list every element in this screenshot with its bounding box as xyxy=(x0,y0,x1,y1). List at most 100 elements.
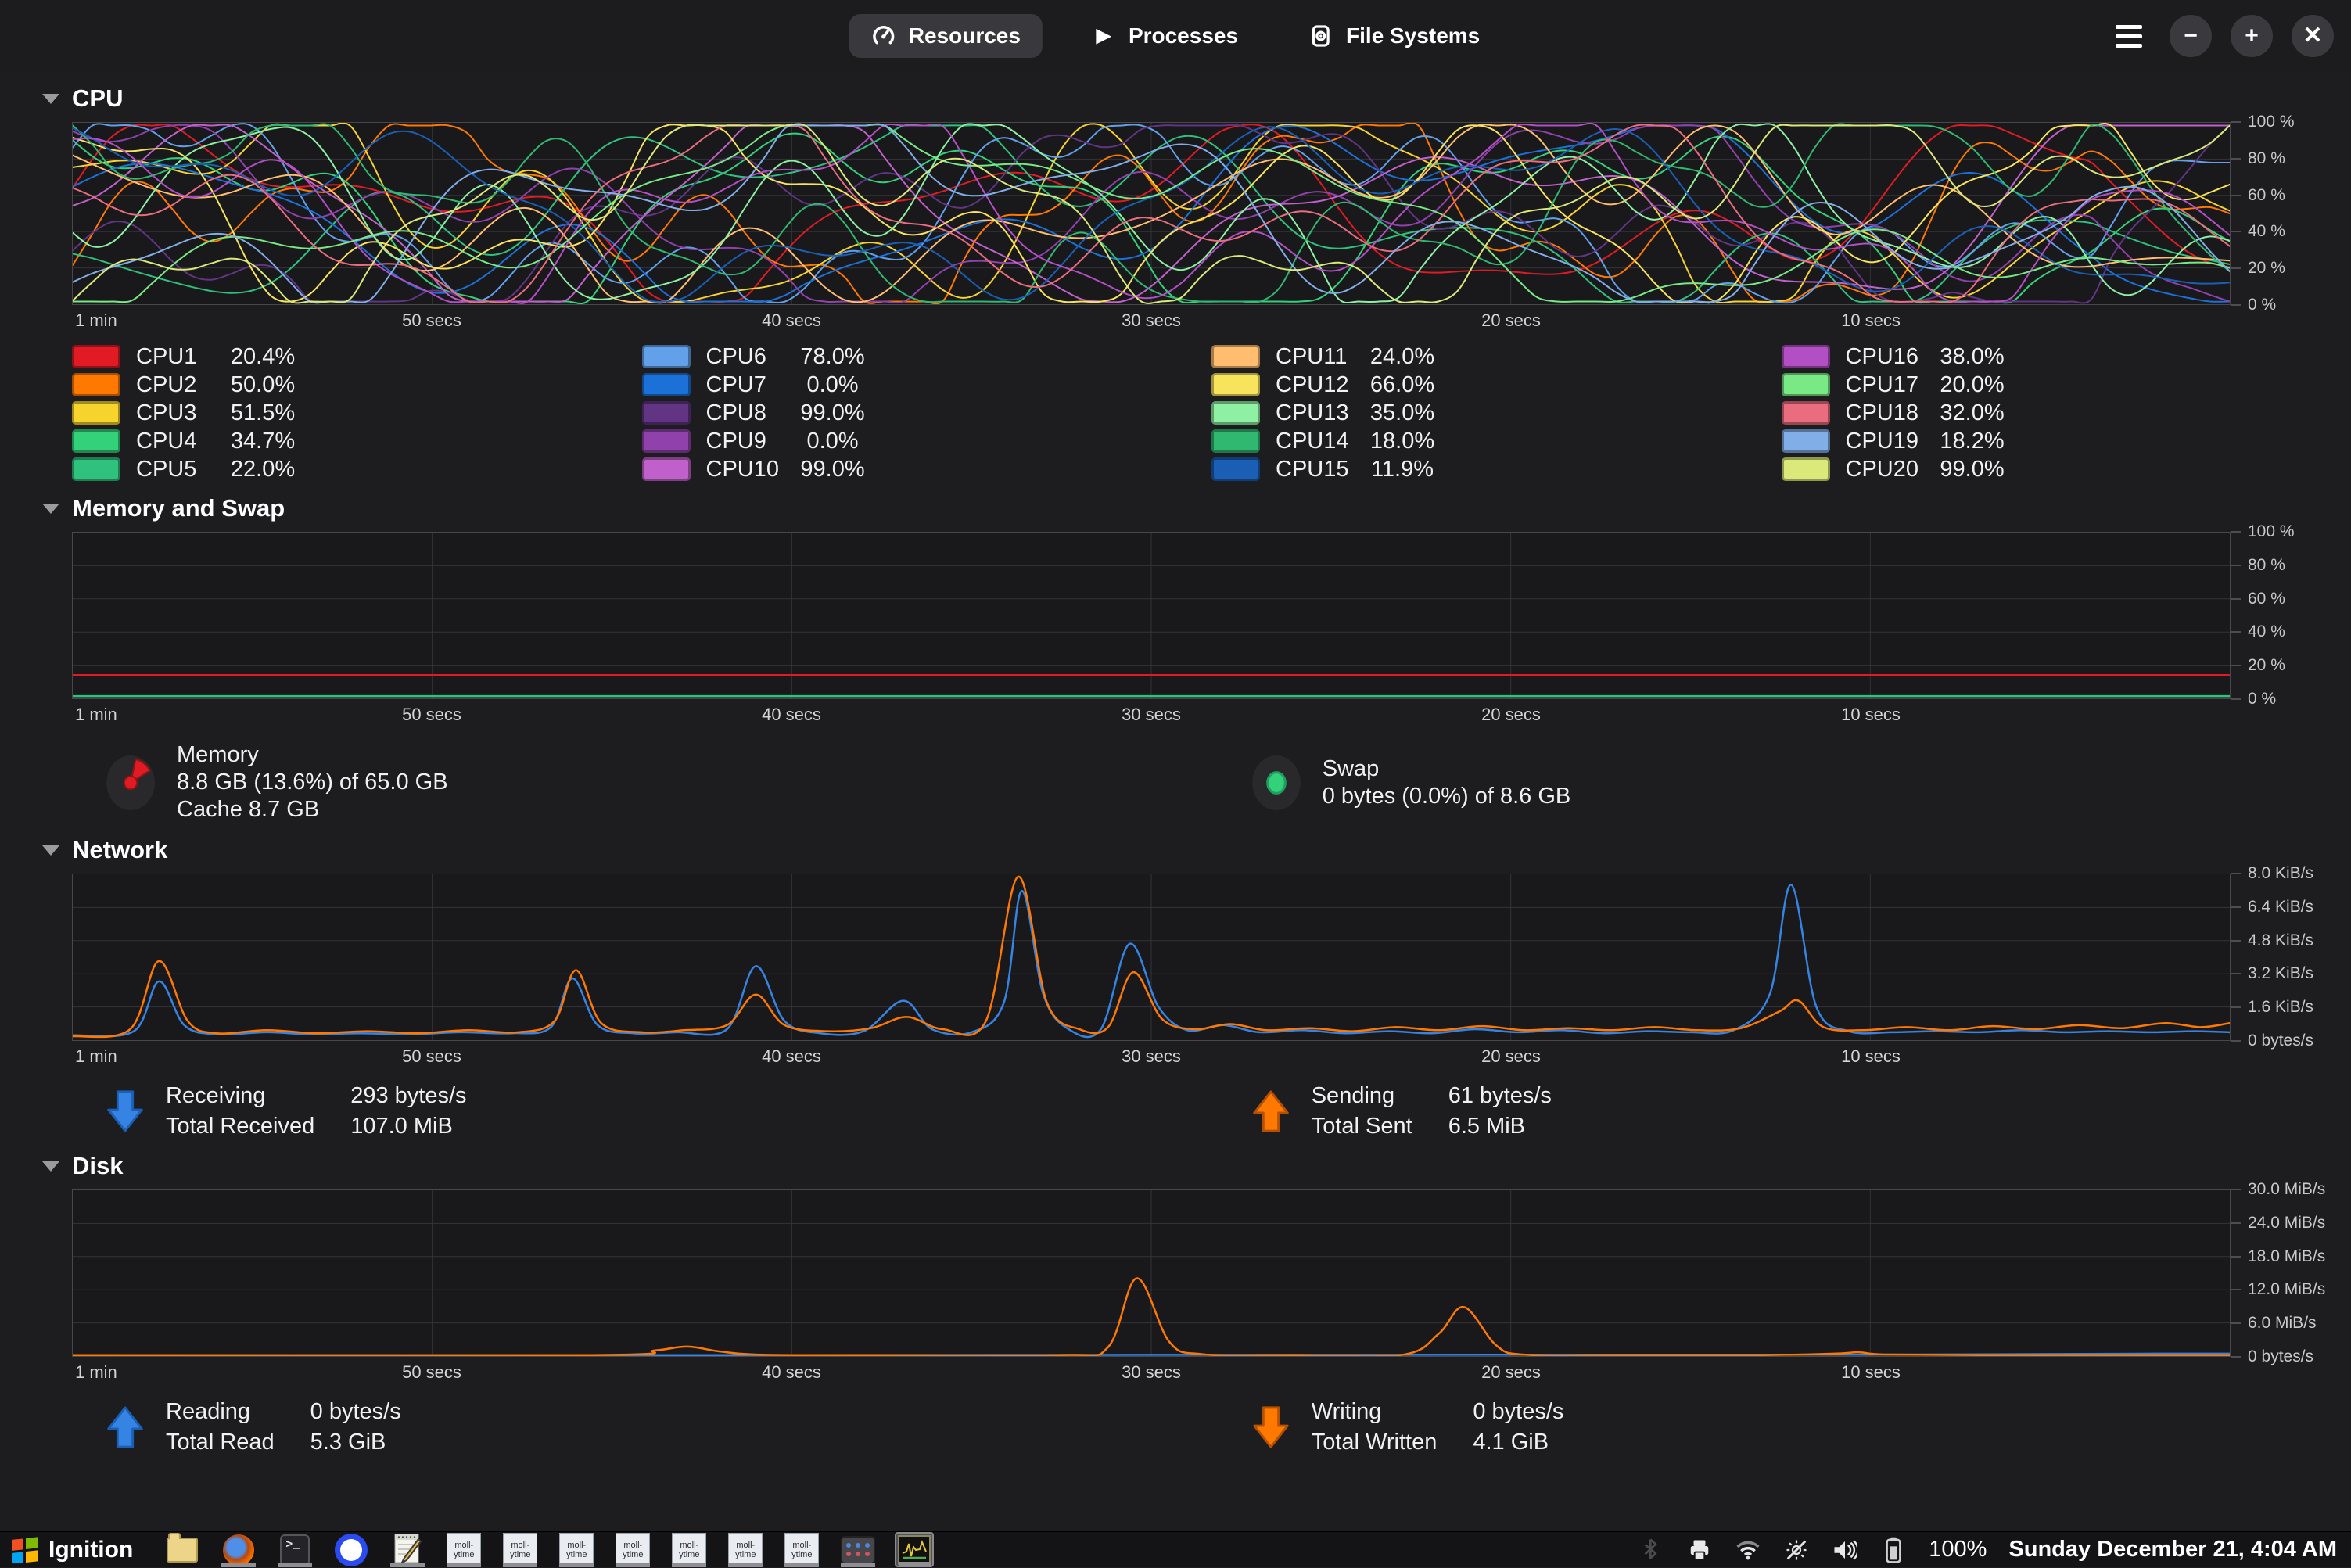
taskbar-signal-button[interactable] xyxy=(332,1532,371,1567)
time-axis-label: 1 min xyxy=(75,705,117,725)
cpu-usage-value: 35.0% xyxy=(1357,400,1448,426)
sending-label: Sending xyxy=(1312,1083,1412,1109)
tab-file-systems[interactable]: File Systems xyxy=(1287,14,1502,58)
time-axis-label: 30 secs xyxy=(1122,1362,1181,1383)
notepad-icon xyxy=(392,1531,423,1568)
taskbar-terminal-button[interactable]: >_ xyxy=(275,1532,314,1567)
taskbar-document-button[interactable]: moll-ytime xyxy=(557,1532,596,1567)
taskbar-clock[interactable]: Sunday December 21, 4:04 AM xyxy=(2008,1537,2337,1563)
cpu-color-swatch xyxy=(642,401,691,425)
cpu-usage-value: 22.0% xyxy=(217,457,308,483)
cpu-usage-value: 34.7% xyxy=(217,429,308,454)
cpu-color-swatch xyxy=(642,457,691,481)
bluetooth-button[interactable] xyxy=(1638,1537,1664,1563)
cpu-label: CPU19 xyxy=(1846,429,1927,454)
sending-stats: Sending 61 bytes/s Total Sent 6.5 MiB xyxy=(1251,1083,2351,1139)
taskbar-document-button[interactable]: moll-ytime xyxy=(782,1532,821,1567)
y-axis-label: 80 % xyxy=(2231,556,2285,575)
menu-button[interactable] xyxy=(2107,14,2151,58)
memory-collapse-chevron-icon[interactable] xyxy=(42,504,59,514)
wifi-button[interactable] xyxy=(1735,1537,1761,1563)
taskbar-document-button[interactable]: moll-ytime xyxy=(669,1532,709,1567)
cpu-label: CPU9 xyxy=(706,429,788,454)
cpu-usage-value: 18.2% xyxy=(1927,429,2018,454)
cpu-y-axis: 100 %80 %60 %40 %20 %0 % xyxy=(2231,122,2351,305)
time-axis-label: 40 secs xyxy=(762,310,821,331)
taskbar-document-button[interactable]: moll-ytime xyxy=(501,1532,540,1567)
firefox-icon xyxy=(223,1534,254,1566)
total-received-label: Total Received xyxy=(166,1114,314,1139)
taskbar-audio-device-button[interactable] xyxy=(838,1532,878,1567)
taskbar-document-button[interactable]: moll-ytime xyxy=(613,1532,652,1567)
close-icon: ✕ xyxy=(2303,24,2322,48)
start-logo-icon xyxy=(11,1537,39,1563)
total-read-value: 5.3 GiB xyxy=(310,1430,401,1455)
start-menu-button[interactable]: Ignition xyxy=(11,1532,133,1567)
y-axis-label: 0 bytes/s xyxy=(2231,1347,2313,1366)
cpu-usage-value: 32.0% xyxy=(1927,400,2018,426)
speaker-icon xyxy=(1832,1538,1857,1562)
taskbar-document-button[interactable]: moll-ytime xyxy=(726,1532,765,1567)
printer-button[interactable] xyxy=(1686,1537,1713,1563)
reading-up-arrow-icon xyxy=(105,1405,145,1450)
document-label-line: ytime xyxy=(454,1550,474,1559)
bluetooth-icon xyxy=(1641,1538,1661,1562)
taskbar-system-monitor-button[interactable] xyxy=(895,1532,934,1567)
total-sent-label: Total Sent xyxy=(1312,1114,1412,1139)
do-not-disturb-button[interactable] xyxy=(1783,1537,1810,1563)
battery-button[interactable] xyxy=(1880,1537,1907,1563)
memory-usage-chart xyxy=(72,532,2231,699)
writing-stats: Writing 0 bytes/s Total Written 4.1 GiB xyxy=(1251,1399,2351,1455)
start-menu-label: Ignition xyxy=(48,1537,133,1563)
tab-processes[interactable]: ▶ Processes xyxy=(1069,14,1260,58)
receiving-stats: Receiving 293 bytes/s Total Received 107… xyxy=(105,1083,1251,1139)
taskbar-firefox-button[interactable] xyxy=(219,1532,258,1567)
network-stats-row: Receiving 293 bytes/s Total Received 107… xyxy=(72,1083,2351,1139)
cpu-color-swatch xyxy=(1782,401,1830,425)
volume-button[interactable] xyxy=(1832,1537,1858,1563)
speedometer-icon xyxy=(871,23,896,48)
play-icon: ▶ xyxy=(1091,23,1116,48)
tab-resources[interactable]: Resources xyxy=(849,14,1043,58)
cpu-color-swatch xyxy=(72,373,120,396)
receiving-down-arrow-icon xyxy=(105,1089,145,1134)
audio-device-icon xyxy=(841,1536,875,1564)
minimize-icon: − xyxy=(2184,24,2198,48)
network-collapse-chevron-icon[interactable] xyxy=(42,845,59,856)
receiving-rate: 293 bytes/s xyxy=(350,1083,466,1109)
cpu-collapse-chevron-icon[interactable] xyxy=(42,94,59,104)
maximize-button[interactable]: + xyxy=(2231,15,2273,57)
cpu-color-swatch xyxy=(1782,345,1830,368)
cpu-usage-value: 0.0% xyxy=(788,372,878,398)
memory-section: Memory and Swap 100 %80 %60 %40 %20 %0 %… xyxy=(72,494,2351,823)
cpu-usage-value: 99.0% xyxy=(788,400,878,426)
disk-collapse-chevron-icon[interactable] xyxy=(42,1161,59,1172)
folder-icon xyxy=(167,1538,198,1563)
swap-gauge-icon xyxy=(1251,754,1302,812)
close-button[interactable]: ✕ xyxy=(2292,15,2334,57)
taskbar-file-manager-button[interactable] xyxy=(163,1532,202,1567)
taskbar-text-editor-button[interactable] xyxy=(388,1532,427,1567)
document-label-line: moll- xyxy=(454,1541,473,1550)
cpu-usage-value: 66.0% xyxy=(1357,372,1448,398)
tab-label: File Systems xyxy=(1346,23,1480,48)
minimize-button[interactable]: − xyxy=(2170,15,2212,57)
y-axis-label: 3.2 KiB/s xyxy=(2231,964,2313,983)
printer-icon xyxy=(1688,1538,1711,1562)
taskbar-document-button[interactable]: moll-ytime xyxy=(444,1532,483,1567)
time-axis-label: 1 min xyxy=(75,1362,117,1383)
cpu-usage-value: 20.0% xyxy=(1927,372,2018,398)
time-axis-label: 40 secs xyxy=(762,705,821,725)
document-label-line: moll- xyxy=(680,1541,698,1550)
network-usage-chart xyxy=(72,874,2231,1041)
time-axis-label: 30 secs xyxy=(1122,310,1181,331)
